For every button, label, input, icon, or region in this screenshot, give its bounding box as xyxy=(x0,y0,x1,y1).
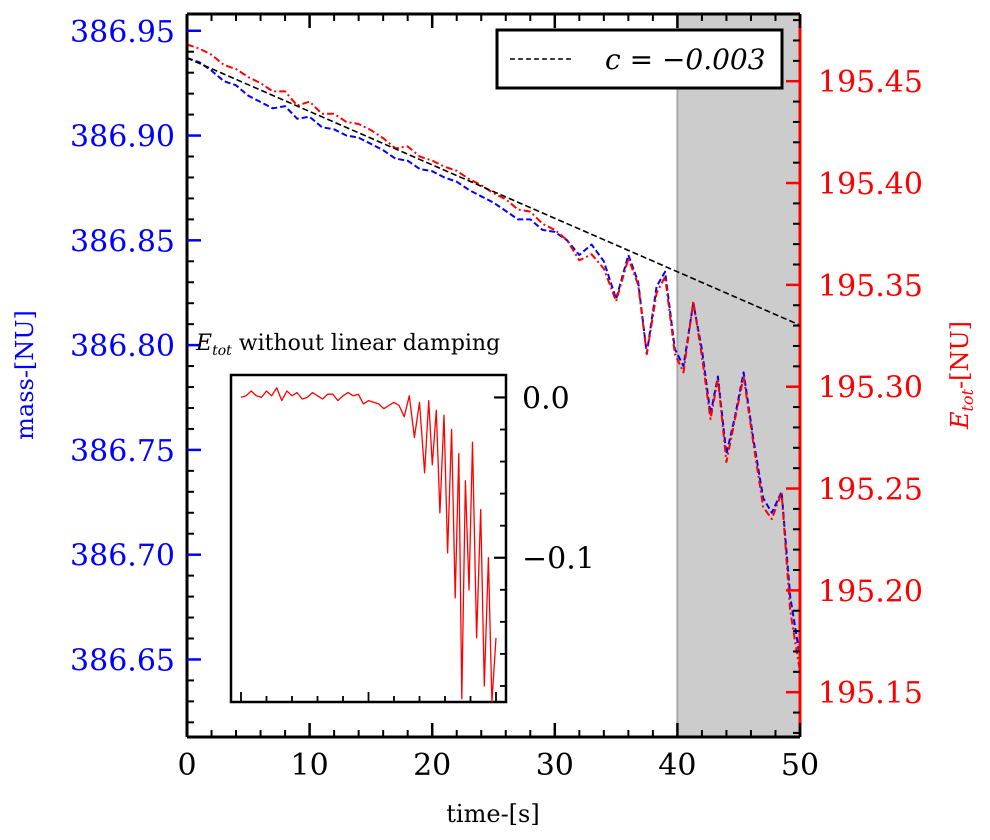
inset-series-layer xyxy=(240,387,497,703)
y-right-tick-label: 195.45 xyxy=(818,65,923,100)
y-axis-right-label-sub: tot xyxy=(958,388,977,411)
y-left-tick-label: 386.95 xyxy=(70,15,175,50)
legend-label: c = −0.003 xyxy=(605,43,766,76)
inset-y-tick-label: 0.0 xyxy=(522,381,570,416)
series-line-2 xyxy=(186,57,801,326)
y-axis-left-label: mass-[NU] xyxy=(11,310,39,440)
legend: c = −0.003 xyxy=(495,28,784,90)
x-tick-label: 20 xyxy=(413,748,451,783)
y-axis-right-label-suffix: -[NU] xyxy=(946,321,974,389)
y-right-tick-label: 195.40 xyxy=(818,167,923,202)
series-layer xyxy=(186,43,801,672)
x-tick-label: 30 xyxy=(536,748,574,783)
inset-title-rest: without linear damping xyxy=(232,331,500,356)
y-left-tick-label: 386.80 xyxy=(70,329,175,364)
y-left-tick-label: 386.90 xyxy=(70,120,175,155)
inset-ticks-layer: 0.0 −0.1 xyxy=(240,381,595,702)
x-tick-label: 0 xyxy=(177,748,196,783)
inset-series-line xyxy=(240,387,497,703)
inset-title-sub: tot xyxy=(212,343,232,359)
inset-title: Etot without linear damping xyxy=(195,331,500,359)
y-right-tick-label: 195.20 xyxy=(818,574,923,609)
inset-chart: 0.0 −0.1 Etot without linear damping xyxy=(195,331,595,704)
ticks-layer: 0 10 20 30 40 50 386.65 386.70 386.75 386.80 386.8… xyxy=(70,14,923,783)
y-right-tick-label: 195.35 xyxy=(818,269,923,304)
inset-title-main: E xyxy=(195,331,212,356)
labels-layer: time-[s] mass-[NU] Etot-[NU] xyxy=(11,310,977,828)
shaded-region xyxy=(677,14,800,737)
shaded-region-layer xyxy=(676,14,800,737)
series-line-1 xyxy=(186,43,801,672)
y-left-tick-label: 386.65 xyxy=(70,643,175,678)
y-right-tick-label: 195.15 xyxy=(818,676,923,711)
y-axis-right-label: Etot-[NU] xyxy=(946,321,977,430)
y-left-tick-label: 386.75 xyxy=(70,434,175,469)
y-right-tick-label: 195.30 xyxy=(818,371,923,406)
y-right-tick-label: 195.25 xyxy=(818,473,923,508)
x-axis-label: time-[s] xyxy=(446,800,539,828)
y-axis-right-label-main: E xyxy=(946,411,974,430)
x-tick-label: 10 xyxy=(291,748,329,783)
x-tick-label: 40 xyxy=(658,748,696,783)
x-tick-label: 50 xyxy=(781,748,819,783)
inset-y-tick-label: −0.1 xyxy=(522,542,595,577)
y-left-tick-label: 386.70 xyxy=(70,539,175,574)
y-left-tick-label: 386.85 xyxy=(70,224,175,259)
